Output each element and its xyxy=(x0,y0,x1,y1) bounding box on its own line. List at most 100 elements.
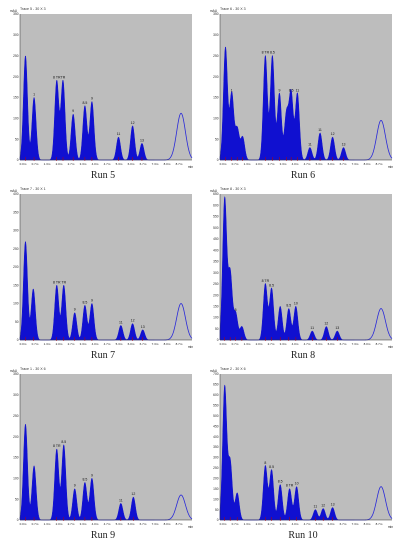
run-label: Run 6 xyxy=(290,170,316,181)
y-unit-label: mAU xyxy=(10,189,18,193)
x-tick-label: 1.3m xyxy=(244,342,251,346)
peak-label: 8 TR xyxy=(262,279,270,283)
y-tick-label: 150 xyxy=(213,487,219,491)
y-tick-label: 250 xyxy=(13,247,19,251)
y-tick-label: 500 xyxy=(213,226,219,230)
y-unit-label: mAU xyxy=(210,369,218,373)
x-tick-label: 2.0m xyxy=(56,342,63,346)
y-tick-label: 300 xyxy=(13,33,19,37)
x-tick-label: 6.7m xyxy=(140,162,147,166)
y-tick-label: 150 xyxy=(13,96,19,100)
x-tick-label: 0.7m xyxy=(232,162,239,166)
y-tick-label: 0 xyxy=(17,158,19,162)
peak-label: 8.5 xyxy=(269,283,274,287)
x-tick-label: 4.7m xyxy=(104,162,111,166)
x-unit-label: min xyxy=(188,525,193,528)
peak-label: 8.5 xyxy=(289,88,294,92)
peak-label: 11 xyxy=(296,88,300,92)
trace-label: Trace 5 - 30 X 3 xyxy=(20,7,46,11)
x-tick-label: 2.0m xyxy=(256,162,263,166)
peak-label: 11 xyxy=(314,505,318,509)
peak-label: 11 xyxy=(310,326,314,330)
x-tick-label: 5.3m xyxy=(116,342,123,346)
y-tick-label: 50 xyxy=(15,137,19,141)
x-tick-label: 5.3m xyxy=(316,522,323,526)
x-tick-label: 2.0m xyxy=(56,162,63,166)
y-tick-label: 0 xyxy=(17,518,19,522)
x-tick-label: 7.3m xyxy=(352,522,359,526)
x-tick-label: 0.7m xyxy=(232,342,239,346)
x-tick-label: 0.7m xyxy=(32,162,39,166)
run-label: Run 7 xyxy=(90,350,116,361)
x-tick-label: 0.7m xyxy=(32,342,39,346)
x-tick-label: 8.7m xyxy=(176,522,183,526)
y-tick-label: 50 xyxy=(15,497,19,501)
chromatogram-plot: 58 TR8.58.510111213650600550500450400350… xyxy=(210,189,393,348)
chromatogram-plot: 18 TR 8.59 8.5 1111111213350300250200150100… xyxy=(210,9,393,168)
y-tick-label: 100 xyxy=(213,497,219,501)
x-tick-label: 8.7m xyxy=(376,522,383,526)
peak-label: 10 xyxy=(295,482,299,486)
peak-label: 9 xyxy=(91,299,93,303)
y-tick-label: 450 xyxy=(213,424,219,428)
x-tick-label: 8.7m xyxy=(376,162,383,166)
peak-label: 12 xyxy=(131,319,135,323)
y-tick-label: 350 xyxy=(213,260,219,264)
peak-label: 8.5 xyxy=(278,480,283,484)
x-tick-label: 8.0m xyxy=(364,162,371,166)
x-tick-label: 3.3m xyxy=(80,162,87,166)
x-tick-label: 1.3m xyxy=(244,522,251,526)
peak-label: 9 xyxy=(74,484,76,488)
y-tick-label: 550 xyxy=(213,403,219,407)
x-tick-label: 2.7m xyxy=(268,522,275,526)
y-tick-label: 100 xyxy=(13,116,19,120)
y-tick-label: 150 xyxy=(13,456,19,460)
x-tick-label: 6.7m xyxy=(340,342,347,346)
x-tick-label: 4.7m xyxy=(104,522,111,526)
x-tick-label: 4.0m xyxy=(92,522,99,526)
run-label: Run 9 xyxy=(90,530,116,541)
y-tick-label: 300 xyxy=(213,271,219,275)
x-tick-label: 0.0m xyxy=(220,522,227,526)
y-unit-label: mAU xyxy=(210,9,218,13)
x-tick-label: 5.3m xyxy=(116,522,123,526)
y-tick-label: 250 xyxy=(213,282,219,286)
x-tick-label: 3.3m xyxy=(280,522,287,526)
peak-label: 5 xyxy=(235,308,237,312)
y-tick-label: 50 xyxy=(15,320,19,324)
y-tick-label: 400 xyxy=(13,192,19,196)
y-tick-label: 100 xyxy=(13,302,19,306)
chromatogram-fill xyxy=(219,46,355,161)
y-tick-label: 200 xyxy=(213,476,219,480)
peak-label: 11 xyxy=(308,142,312,146)
x-tick-label: 4.0m xyxy=(292,342,299,346)
trace-label: Trace 8 - 30 X 3 xyxy=(220,187,246,191)
x-tick-label: 3.3m xyxy=(80,522,87,526)
peak-label: 9 xyxy=(72,109,74,113)
x-tick-label: 7.3m xyxy=(352,162,359,166)
y-tick-label: 150 xyxy=(213,96,219,100)
y-unit-label: mAU xyxy=(10,369,18,373)
peak-label: 8 TR xyxy=(53,444,61,448)
x-tick-label: 8.7m xyxy=(376,342,383,346)
y-tick-label: 700 xyxy=(213,372,219,376)
peak-label: 11 xyxy=(119,320,123,324)
x-tick-label: 2.0m xyxy=(256,522,263,526)
y-tick-label: 550 xyxy=(213,215,219,219)
y-tick-label: 200 xyxy=(13,435,19,439)
y-tick-label: 300 xyxy=(213,33,219,37)
x-tick-label: 4.7m xyxy=(304,342,311,346)
x-tick-label: 6.7m xyxy=(140,342,147,346)
peak-label: 8.5 xyxy=(82,477,87,481)
chromatogram-run-10: Trace 2 - 30 X 6 8 8.5 8.5 8 TR 10 11 12 13 700 6… xyxy=(208,367,398,541)
x-unit-label: min xyxy=(188,345,193,348)
plot-background xyxy=(220,14,392,160)
trace-label: Trace 6 - 30 X 3 xyxy=(220,7,246,11)
x-tick-label: 8.0m xyxy=(364,522,371,526)
peak-label: 8.5 xyxy=(61,440,66,444)
plot-background xyxy=(20,194,192,340)
y-tick-label: 250 xyxy=(13,414,19,418)
